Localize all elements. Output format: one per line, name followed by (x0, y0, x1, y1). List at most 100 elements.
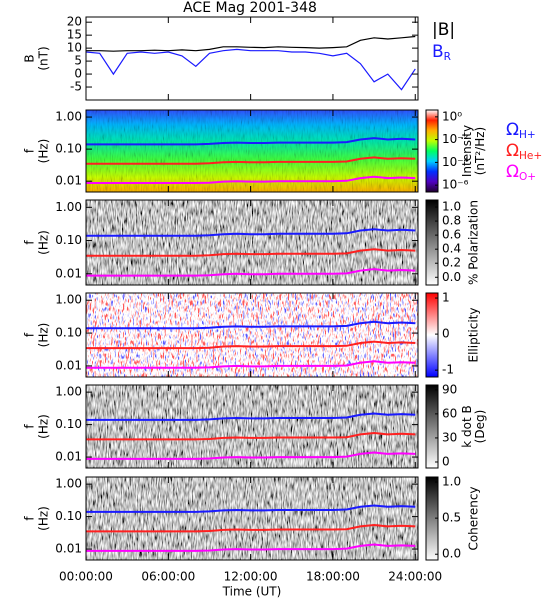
series-line (86, 504, 416, 513)
colorbar-tick-label: 0.4 (442, 242, 461, 256)
colorbar-tick-label: 1 (442, 291, 450, 305)
colorbar-label: k dot B (460, 405, 474, 447)
y-tick-label: 1.00 (55, 385, 82, 399)
spectrogram (86, 385, 418, 468)
y-axis-label: (Hz) (37, 506, 51, 531)
y-tick-label: 0 (74, 67, 82, 81)
y-tick-label: -5 (70, 80, 82, 94)
colorbar-tick-label: 60 (442, 406, 457, 420)
colorbar-tick-label: 0 (442, 327, 450, 341)
legend-entry-sub: He+ (519, 150, 542, 162)
y-tick-label: 0.10 (55, 509, 82, 523)
y-axis-label: (Hz) (37, 414, 51, 439)
y-tick-label: 10 (67, 41, 82, 55)
legend-entry-main: B (432, 42, 444, 62)
colorbar-tick-label: 0.2 (442, 256, 461, 270)
legend-entry-main: Ω (506, 162, 519, 182)
colorbar-tick-label: 90 (442, 382, 457, 396)
legend-entry-main: Ω (506, 120, 519, 140)
y-axis-label: f (23, 516, 37, 521)
colorbar-tick-label: 10⁰ (442, 109, 462, 123)
colorbar-label: % Polarization (467, 200, 481, 285)
spectrogram (86, 477, 418, 560)
y-tick-label: 0.01 (55, 266, 82, 280)
y-tick-label: 0.01 (55, 542, 82, 556)
colorbar-tick-label: 0.8 (442, 214, 461, 228)
colorbar (425, 384, 439, 469)
y-axis-label: (Hz) (37, 230, 51, 255)
y-tick-label: 15 (67, 28, 82, 42)
series-line (86, 35, 416, 52)
series-line (86, 137, 416, 146)
series-line (86, 360, 416, 369)
y-axis-label: f (23, 240, 37, 245)
y-tick-label: 1.00 (55, 200, 82, 214)
colorbar-tick-label: 10⁻⁴ (442, 155, 469, 169)
colorbar-tick-label: 10⁻⁶ (442, 178, 469, 192)
colorbar-tick-label: 0 (442, 454, 450, 468)
plot-frame (85, 384, 419, 469)
colorbar-label: Ellipticity (467, 308, 481, 363)
legend-entry: ΩH+ (506, 120, 536, 141)
spectrogram (86, 293, 418, 377)
y-tick-label: 0.10 (55, 417, 82, 431)
y-axis-label: (Hz) (37, 323, 51, 348)
series-line (86, 320, 416, 330)
x-tick-label: 12:00:00 (224, 570, 278, 584)
colorbar-tick-label: 0.6 (442, 228, 461, 242)
x-tick-label: 24:00:00 (388, 570, 442, 584)
plot-frame (85, 476, 419, 561)
y-tick-label: 1.00 (55, 477, 82, 491)
y-tick-label: 0.01 (55, 358, 82, 372)
legend-entry: ΩO+ (506, 162, 536, 183)
y-axis-label: f (23, 332, 37, 337)
y-tick-label: 1.00 (55, 293, 82, 307)
colorbar (425, 199, 439, 286)
y-tick-label: 0.01 (55, 174, 82, 188)
series-line (86, 543, 416, 552)
y-axis-label: f (23, 424, 37, 429)
series-line (86, 431, 416, 441)
plot-frame (85, 16, 419, 101)
colorbar-tick-label: 0.5 (442, 511, 461, 525)
legend-entry-main: Ω (506, 141, 519, 161)
legend-entry: BR (432, 42, 452, 63)
y-tick-label: 0.10 (55, 326, 82, 340)
y-tick-label: 20 (67, 15, 82, 29)
y-tick-label: 0.10 (55, 233, 82, 247)
colorbar-tick-label: 1.0 (442, 475, 461, 489)
series-line (86, 523, 416, 533)
x-tick-label: 00:00:00 (59, 570, 113, 584)
series-line (86, 228, 416, 237)
colorbar-label: (Deg) (473, 410, 487, 444)
plot-frame (85, 199, 419, 286)
legend-entry-sub: O+ (519, 171, 536, 183)
legend-entry-main: |B| (432, 20, 455, 40)
y-axis-label: (nT) (37, 46, 51, 70)
x-tick-label: 06:00:00 (141, 570, 195, 584)
series-line (86, 268, 416, 277)
plot-frame (85, 109, 419, 193)
colorbar-tick-label: -1 (442, 363, 454, 377)
colorbar-tick-label: 30 (442, 430, 457, 444)
series-line (86, 340, 416, 350)
y-axis-label: f (23, 148, 37, 153)
chart-title: ACE Mag 2001-348 (183, 0, 317, 16)
legend-entry-sub: R (444, 51, 452, 63)
series-line (86, 412, 416, 421)
x-tick-label: 18:00:00 (306, 570, 360, 584)
colorbar-label: Intensity (460, 125, 474, 177)
colorbar-tick-label: 10⁻² (442, 132, 469, 146)
colorbar-tick-label: 0.0 (442, 270, 461, 284)
colorbar (425, 109, 439, 193)
series-line (86, 451, 416, 460)
series-line (86, 248, 416, 257)
colorbar-tick-label: 1.0 (442, 200, 461, 214)
colorbar (425, 292, 439, 378)
colorbar-label: (nT²/Hz) (473, 127, 487, 175)
legend-entry: ΩHe+ (506, 141, 542, 162)
y-tick-label: 0.10 (55, 142, 82, 156)
colorbar-tick-label: 0.0 (442, 547, 461, 561)
spectrogram (86, 200, 418, 285)
